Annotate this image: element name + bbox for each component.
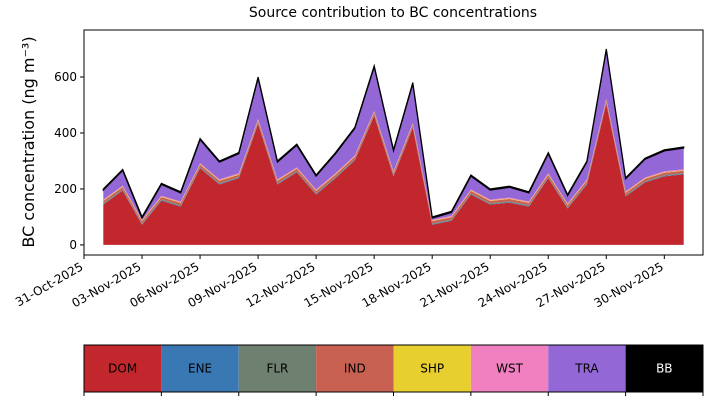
legend-swatch <box>84 345 162 392</box>
chart-title: Source contribution to BC concentrations <box>249 5 537 21</box>
legend-label: ENE <box>188 362 212 376</box>
legend-label: BB <box>656 362 672 376</box>
y-tick-label: 600 <box>54 70 77 84</box>
area-layer <box>102 48 685 220</box>
legend-label: WST <box>496 362 523 376</box>
legend-label: SHP <box>420 362 444 376</box>
plot-frame <box>83 29 704 256</box>
legend-swatch <box>161 345 239 392</box>
legend-swatch <box>238 345 317 392</box>
y-tick-label: 400 <box>54 126 77 140</box>
legend-frame <box>83 344 704 393</box>
legend-label: IND <box>344 362 366 376</box>
y-tick-label: 200 <box>54 182 77 196</box>
y-tick-label: 0 <box>69 238 77 252</box>
legend-swatch <box>548 345 626 392</box>
legend-label: FLR <box>266 362 288 376</box>
legend-swatch <box>316 345 394 392</box>
legend-swatch <box>393 345 471 392</box>
legend-swatch <box>625 345 703 392</box>
legend-swatch <box>470 345 549 392</box>
area-layer <box>103 103 684 245</box>
y-axis-label: BC concentration (ng m⁻³) <box>19 36 38 247</box>
area-layer <box>103 50 684 220</box>
legend-label: DOM <box>108 362 137 376</box>
legend-label: TRA <box>574 362 599 376</box>
